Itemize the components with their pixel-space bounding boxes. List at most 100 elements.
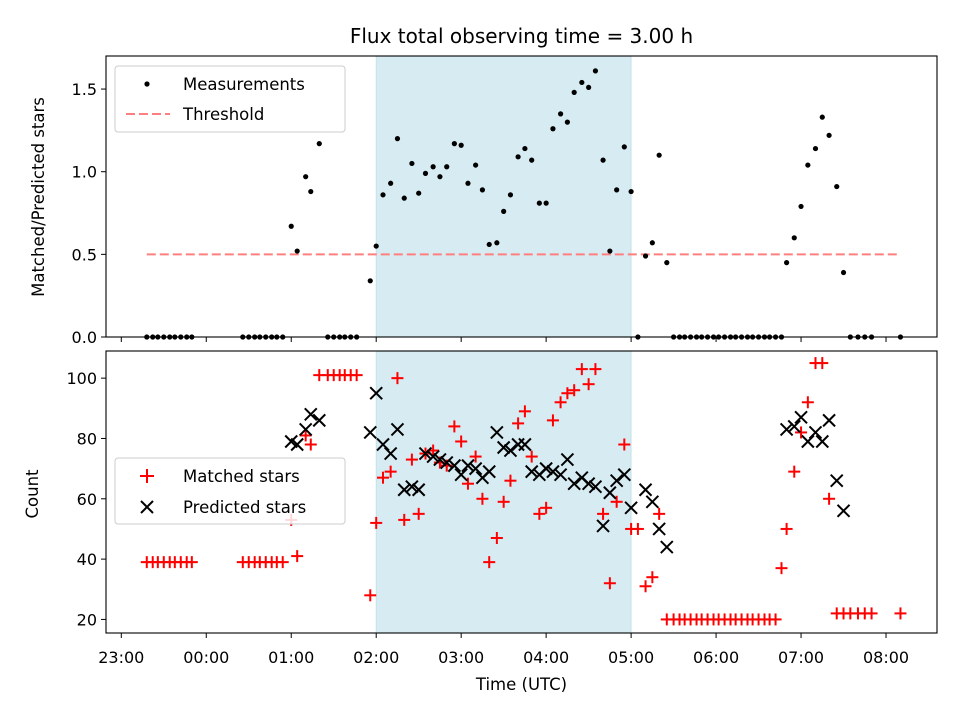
predicted-star-point	[822, 413, 836, 428]
predicted-star-point	[779, 422, 794, 437]
measurement-point	[294, 248, 300, 254]
measurement-point	[614, 187, 620, 193]
matched-star-point	[568, 384, 581, 397]
matched-star-point	[597, 507, 610, 520]
predicted-star-point	[454, 467, 468, 482]
predicted-star-point	[645, 495, 660, 509]
matched-star-point	[780, 522, 793, 535]
top-shaded-interval	[375, 55, 632, 338]
measurement-point	[543, 200, 549, 206]
predicted-star-point	[603, 486, 617, 500]
x-tick-label: 05:00	[608, 648, 654, 667]
matched-star-point	[512, 417, 525, 430]
matched-star-point	[823, 492, 836, 505]
predicted-star-point	[560, 452, 575, 467]
predicted-star-point	[652, 522, 666, 536]
top-plot-frame	[105, 55, 938, 338]
predicted-star-point	[411, 483, 426, 497]
x-tick-label: 08:00	[863, 648, 909, 667]
bottom-y-tick-label: 40	[77, 550, 97, 569]
legend-measurements-marker	[144, 81, 150, 87]
measurement-point	[579, 79, 585, 86]
bottom-panel: 20 40 60 80 100 23:00 00:00 01:00 02:00 03:00 04:…	[23, 350, 938, 694]
matched-star-point	[894, 607, 907, 620]
matched-star-points	[140, 357, 907, 626]
top-x-ticks	[120, 337, 887, 342]
measurement-point	[592, 68, 599, 74]
measurement-point	[401, 195, 407, 201]
measurement-point	[465, 180, 471, 186]
predicted-star-point	[363, 425, 377, 440]
legend-matched-label: Matched stars	[183, 467, 300, 486]
matched-star-point	[639, 580, 652, 593]
predicted-star-point	[638, 483, 653, 497]
predicted-star-point	[524, 464, 539, 479]
measurement-point	[409, 160, 415, 167]
matched-star-point	[525, 450, 538, 463]
matched-star-point	[518, 405, 531, 418]
predicted-star-point	[588, 480, 603, 494]
bottom-y-ticks: 20 40 60 80 100	[66, 369, 106, 629]
top-y-tick-label: 1.0	[72, 163, 97, 182]
x-tick-label: 02:00	[353, 648, 399, 667]
x-tick-label: 06:00	[693, 648, 739, 667]
predicted-star-point	[624, 501, 638, 515]
predicted-star-point	[383, 446, 398, 461]
measurement-point	[664, 260, 670, 266]
matched-star-point	[533, 507, 546, 520]
x-tick-label: 01:00	[268, 648, 314, 667]
measurement-point	[564, 119, 570, 125]
matched-star-point	[497, 495, 510, 508]
measurement-point	[316, 141, 322, 147]
measurement-point	[550, 126, 556, 132]
predicted-star-point	[830, 473, 844, 488]
matched-star-point	[483, 556, 496, 569]
legend-threshold-label: Threshold	[182, 105, 264, 124]
matched-star-point	[603, 577, 616, 590]
matched-star-point	[490, 531, 503, 544]
predicted-star-point	[617, 467, 632, 482]
matched-star-point	[554, 396, 567, 409]
measurement-point	[798, 203, 804, 210]
predicted-star-point	[390, 422, 405, 437]
matched-star-point	[646, 571, 659, 584]
measurement-point	[479, 187, 486, 193]
matched-star-point	[610, 495, 623, 508]
matched-star-point	[299, 429, 312, 442]
predicted-star-point	[794, 410, 808, 425]
matched-star-point	[653, 507, 666, 520]
predicted-star-point	[468, 461, 483, 476]
top-y-ticks: 0.0 0.5 1.0 1.5	[72, 80, 106, 347]
matched-star-point	[448, 420, 461, 433]
predicted-star-point	[503, 443, 518, 458]
measurement-point	[444, 164, 450, 170]
x-tick-label: 03:00	[438, 648, 484, 667]
measurement-point	[649, 240, 655, 246]
legend-predicted-marker	[140, 500, 154, 514]
bottom-x-ticks: 23:00 00:00 01:00 02:00 03:00 04:00 05:00 06:00…	[98, 633, 909, 667]
predicted-star-point	[426, 449, 440, 464]
predicted-star-point	[447, 458, 462, 473]
matched-star-point	[391, 372, 404, 385]
measurement-point	[507, 192, 514, 198]
measurement-point	[529, 157, 535, 163]
measurement-point	[600, 157, 606, 163]
legend-measurements-label: Measurements	[183, 75, 305, 94]
bottom-y-tick-label: 80	[77, 429, 97, 448]
predicted-star-point	[298, 422, 313, 437]
predicted-star-point	[312, 413, 326, 428]
matched-star-point	[775, 562, 788, 575]
measurement-point	[473, 162, 479, 168]
matched-star-point	[455, 435, 468, 448]
measurement-point	[494, 240, 500, 246]
measurement-point	[642, 253, 649, 259]
measurement-point	[607, 248, 613, 254]
matched-star-point	[575, 363, 588, 376]
predicted-star-point	[496, 440, 511, 455]
measurement-point	[486, 241, 492, 248]
predicted-star-point	[539, 461, 553, 476]
x-tick-label: 00:00	[183, 648, 229, 667]
predicted-star-point	[490, 425, 504, 440]
measurement-points	[144, 68, 904, 340]
